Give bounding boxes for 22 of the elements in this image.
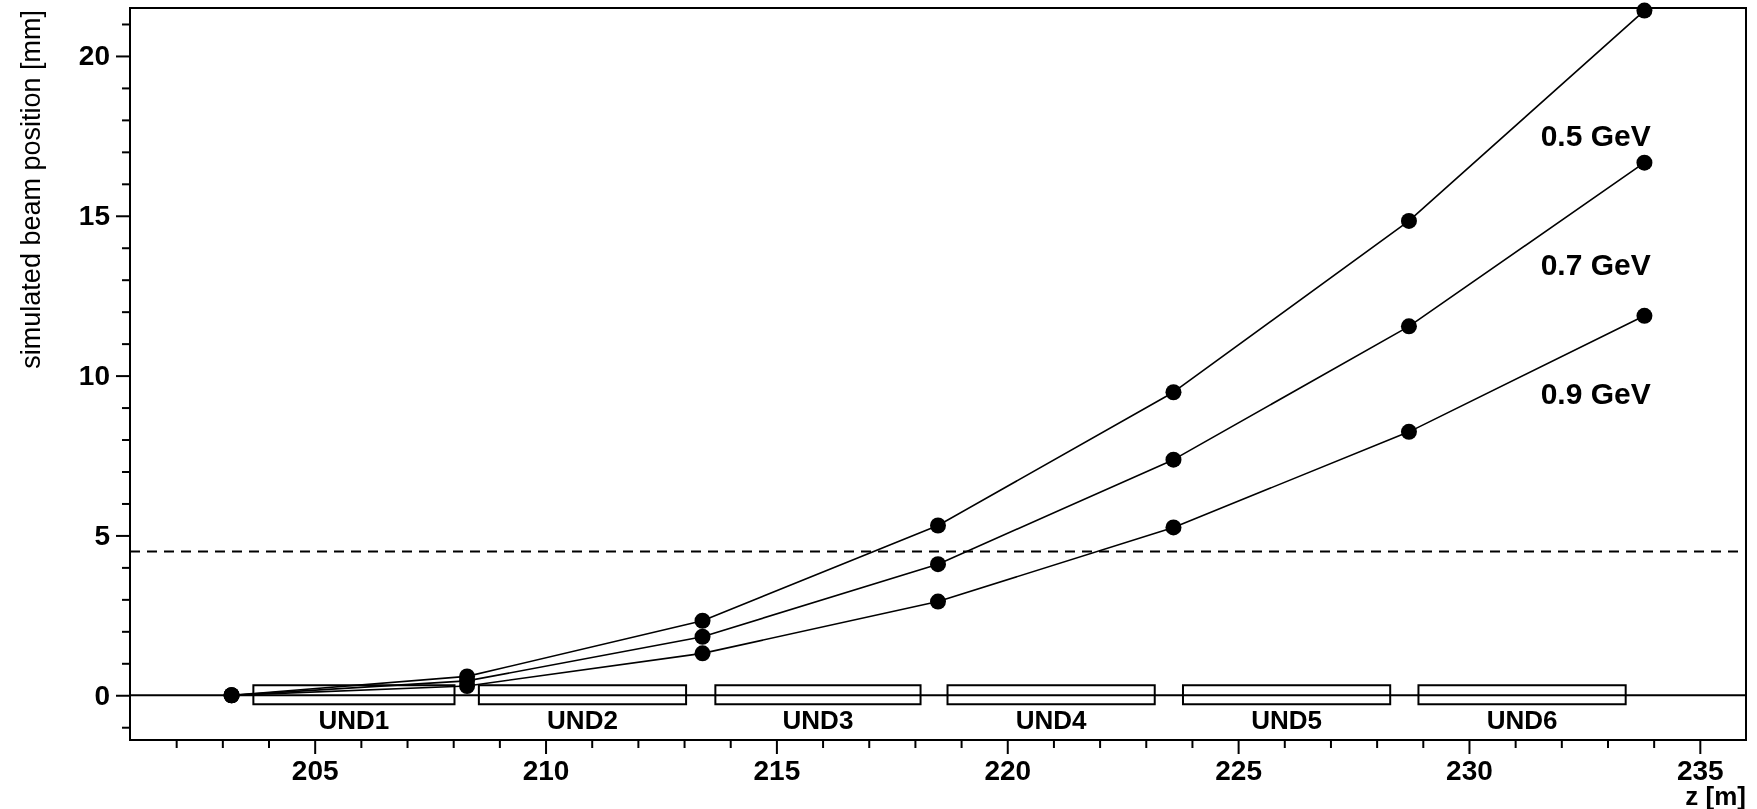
- y-tick-label: 10: [78, 360, 110, 392]
- x-tick-label: 230: [1446, 754, 1493, 786]
- annotation: UND2: [547, 705, 618, 736]
- x-tick-label: 205: [291, 754, 339, 786]
- y-tick-label: 0: [94, 679, 110, 711]
- y-tick-label: 5: [94, 519, 110, 551]
- series-label: 0.7 GeV: [1540, 247, 1651, 281]
- x-tick-label: 235: [1676, 754, 1724, 786]
- x-tick-label: 215: [753, 754, 801, 786]
- annotation: UND3: [782, 705, 854, 736]
- annotation: UND6: [1486, 705, 1558, 736]
- series-label: 0.9 GeV: [1540, 376, 1651, 410]
- y-tick-label: 15: [78, 200, 110, 232]
- x-tick-label: 220: [984, 754, 1032, 786]
- x-tick-label: 210: [522, 754, 570, 786]
- x-tick-label: 225: [1215, 754, 1262, 786]
- series-label: 0.5 GeV: [1540, 118, 1651, 152]
- y-tick-label: 20: [78, 40, 110, 72]
- annotation: UND4: [1015, 705, 1088, 736]
- y-axis-title: simulated beam position [mm]: [16, 10, 46, 369]
- annotation: UND1: [318, 705, 390, 736]
- annotation: UND5: [1251, 705, 1322, 736]
